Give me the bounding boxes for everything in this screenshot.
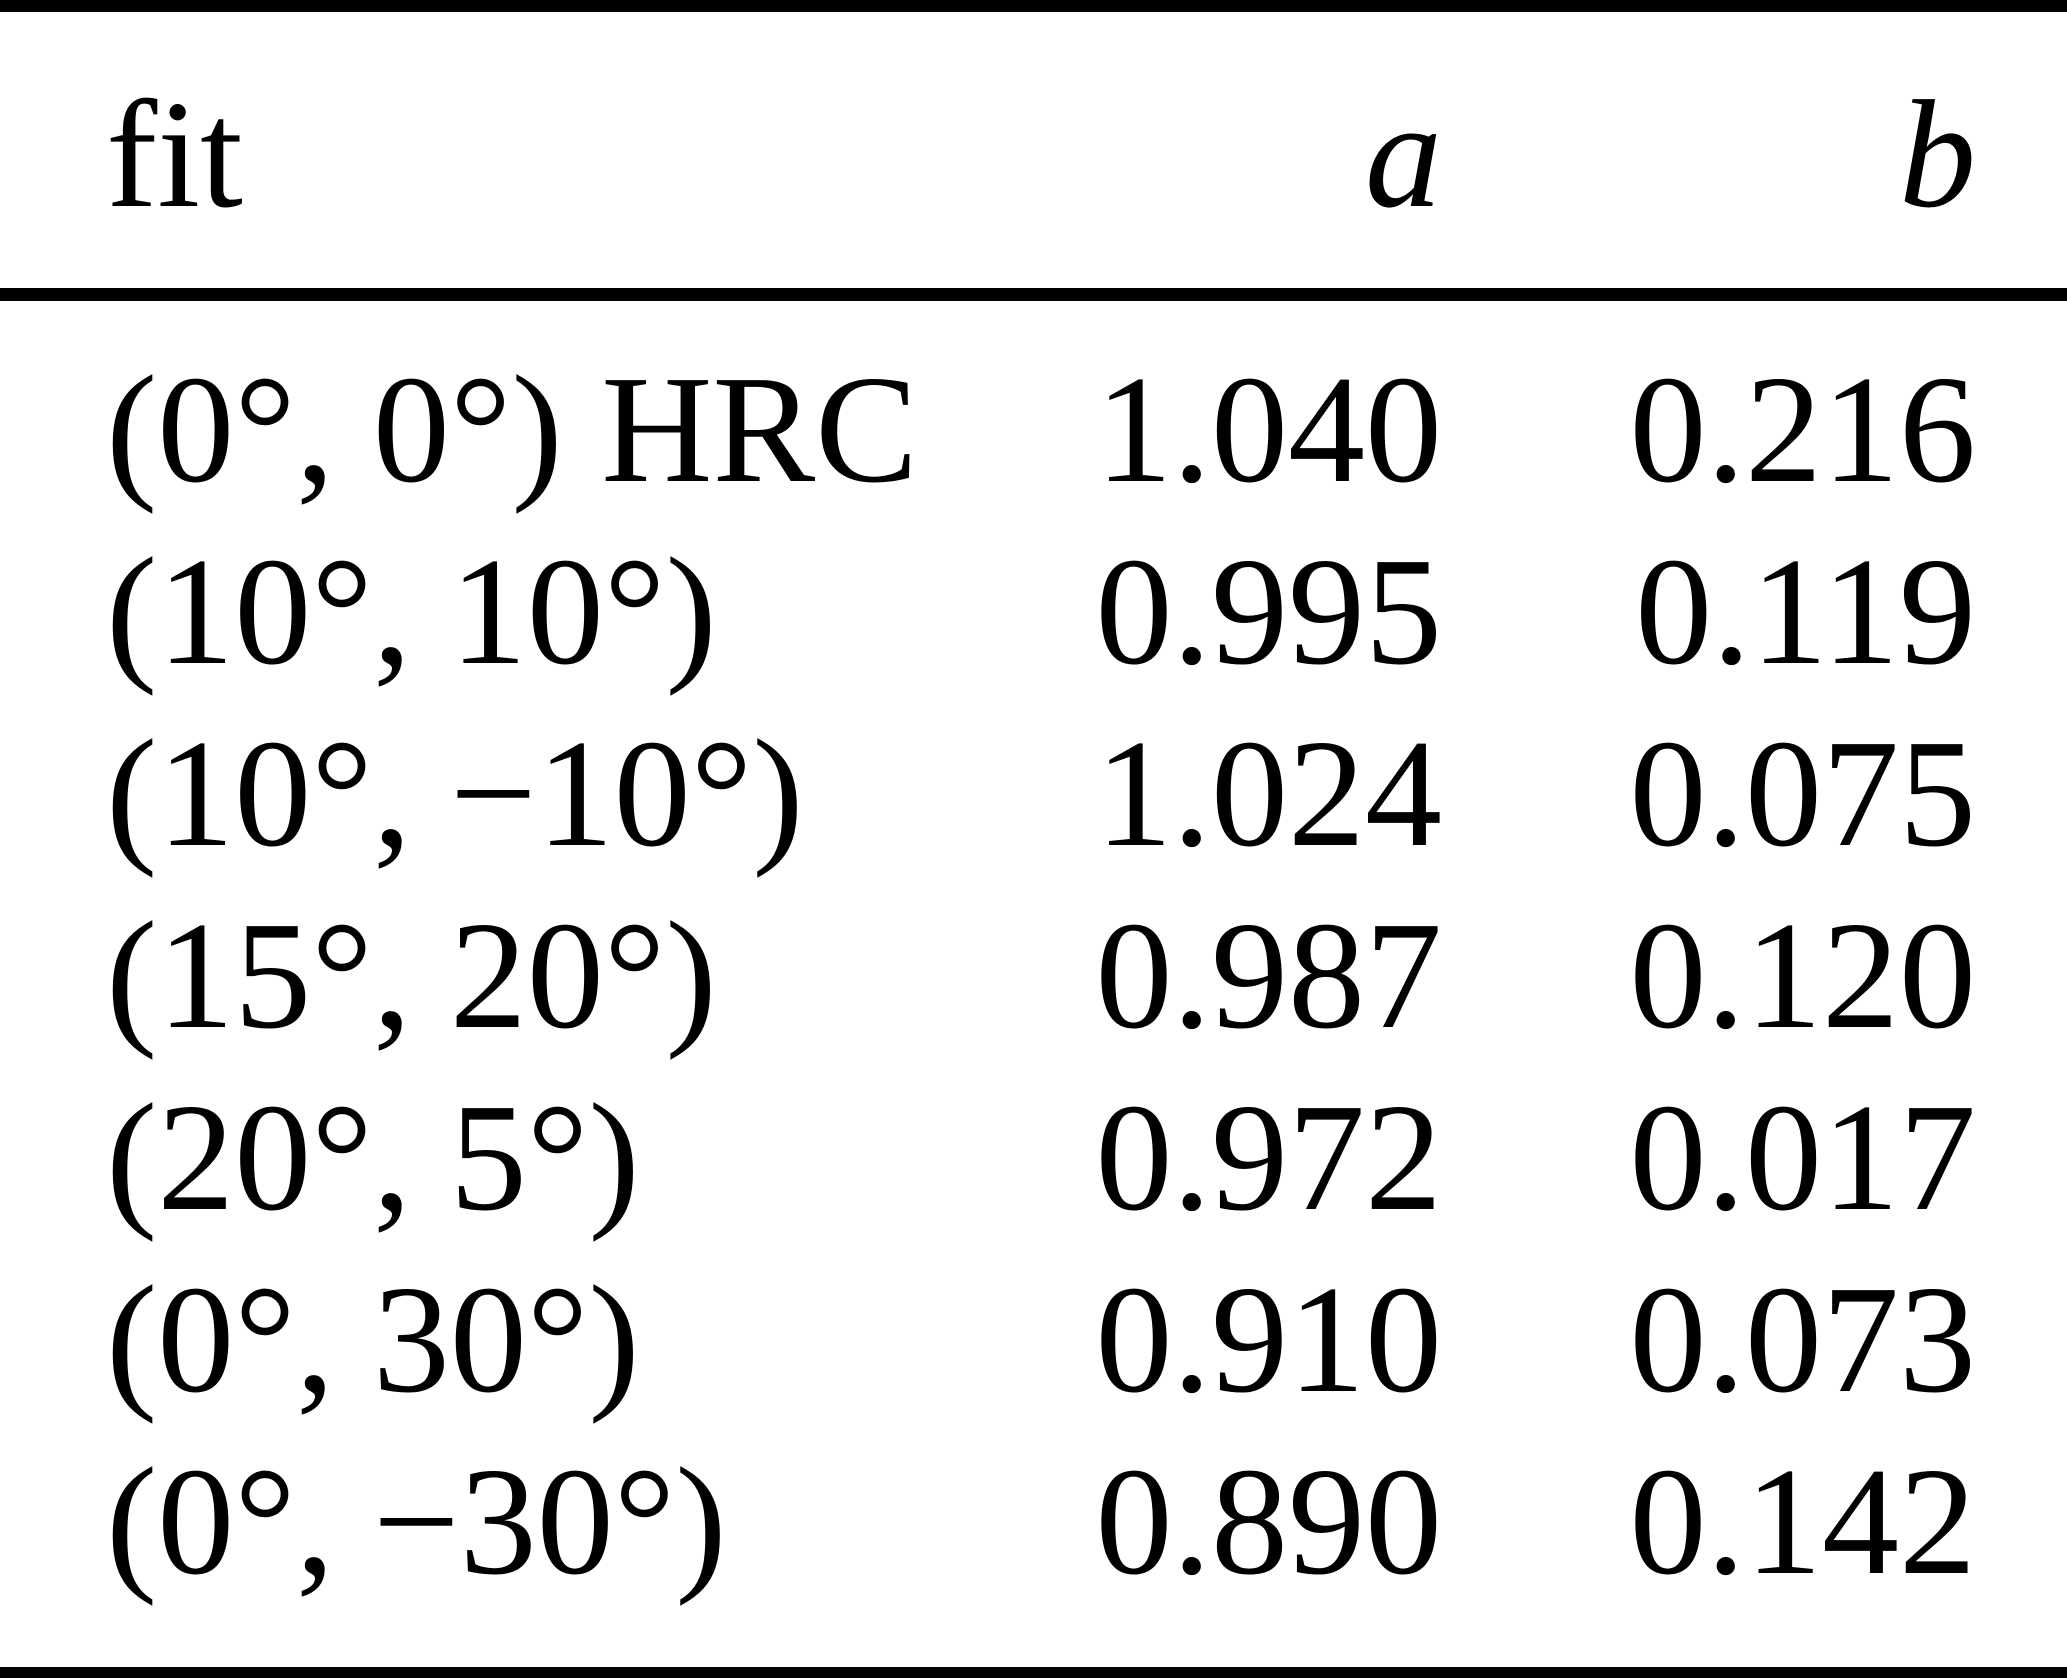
table-row: (10°, 10°) 0.995 0.119 <box>0 521 2067 703</box>
table-row: (0°, 0°) HRC 1.040 0.216 <box>0 339 2067 521</box>
bottom-rule <box>0 1667 2067 1678</box>
table-row: (10°, −10°) 1.024 0.075 <box>0 703 2067 885</box>
cell-fit: (0°, 0°) HRC <box>106 345 918 515</box>
cell-a: 0.890 <box>1095 1437 1443 1607</box>
cell-a: 0.972 <box>1095 1073 1443 1243</box>
table-header-row: fit a b <box>0 12 2067 288</box>
cell-b: 0.017 <box>1629 1073 1977 1243</box>
cell-b: 0.216 <box>1629 345 1977 515</box>
cell-a: 0.995 <box>1095 527 1443 697</box>
cell-b: 0.119 <box>1635 527 1976 697</box>
cell-fit: (10°, −10°) <box>106 709 804 879</box>
cell-a: 1.040 <box>1095 345 1443 515</box>
cell-b: 0.120 <box>1629 891 1977 1061</box>
cell-fit: (20°, 5°) <box>106 1073 640 1243</box>
top-rule <box>0 0 2067 12</box>
header-cell-a: a <box>1365 70 1442 240</box>
cell-fit: (10°, 10°) <box>106 527 717 697</box>
cell-fit: (0°, −30°) <box>106 1437 727 1607</box>
table-row: (0°, 30°) 0.910 0.073 <box>0 1249 2067 1431</box>
cell-a: 1.024 <box>1095 709 1443 879</box>
table-row: (0°, −30°) 0.890 0.142 <box>0 1431 2067 1613</box>
cell-b: 0.073 <box>1629 1255 1977 1425</box>
header-cell-b: b <box>1899 70 1976 240</box>
cell-a: 0.910 <box>1095 1255 1443 1425</box>
table-row: (20°, 5°) 0.972 0.017 <box>0 1067 2067 1249</box>
cell-b: 0.142 <box>1629 1437 1977 1607</box>
header-rule <box>0 288 2067 301</box>
cell-b: 0.075 <box>1629 709 1977 879</box>
cell-fit: (0°, 30°) <box>106 1255 640 1425</box>
table-body: (0°, 0°) HRC 1.040 0.216 (10°, 10°) 0.99… <box>0 339 2067 1613</box>
table-row: (15°, 20°) 0.987 0.120 <box>0 885 2067 1067</box>
cell-a: 0.987 <box>1095 891 1443 1061</box>
header-cell-fit: fit <box>106 70 243 240</box>
cell-fit: (15°, 20°) <box>106 891 717 1061</box>
